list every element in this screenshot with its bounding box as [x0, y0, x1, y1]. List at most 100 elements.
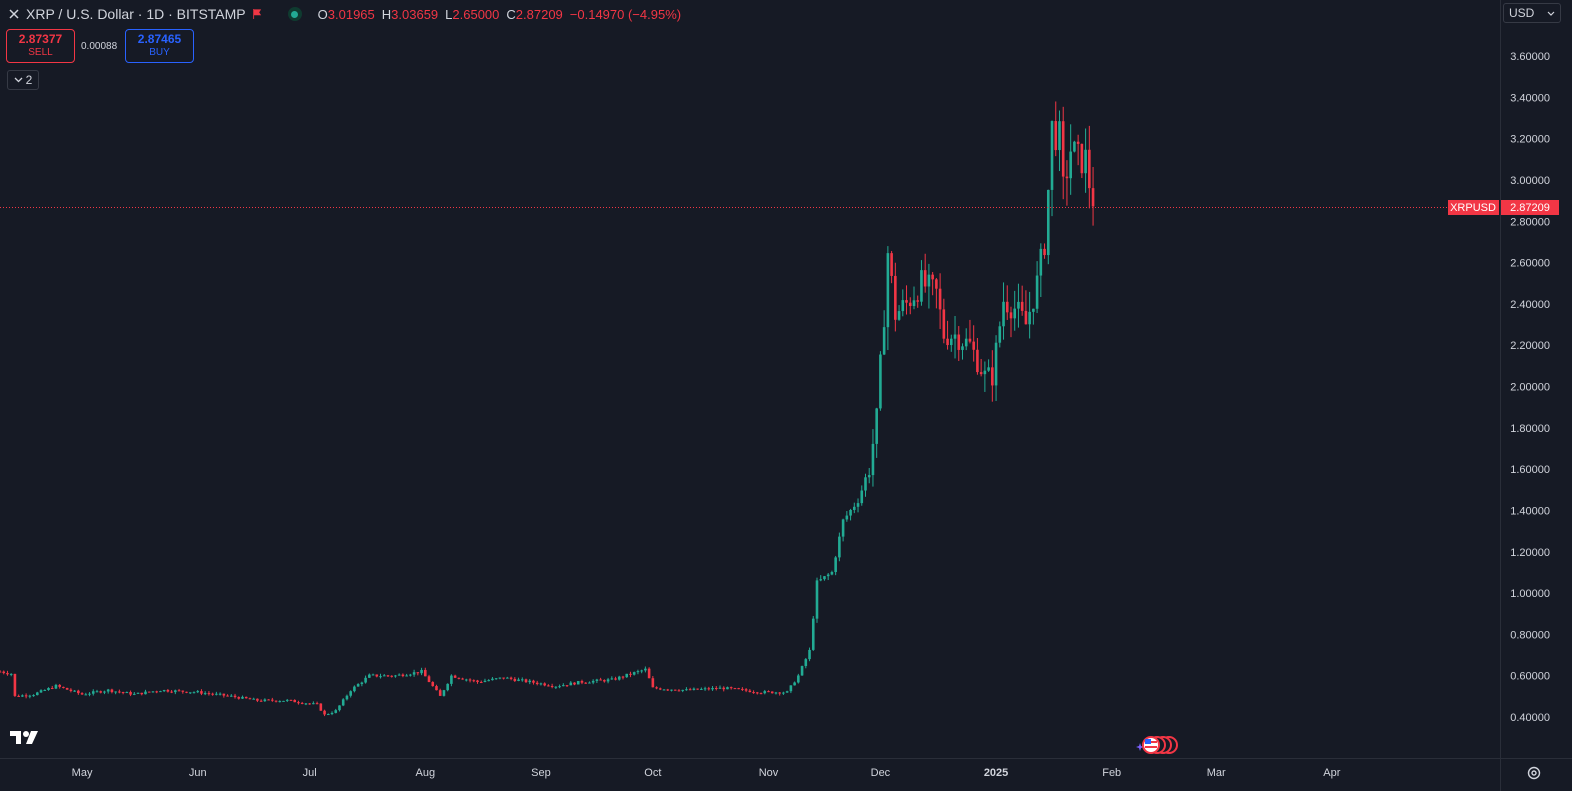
candle — [998, 321, 1002, 348]
candle — [700, 687, 703, 691]
currency-value: USD — [1509, 6, 1535, 20]
candle — [222, 693, 226, 698]
candle — [278, 700, 282, 703]
candle — [718, 685, 722, 689]
candle — [744, 688, 748, 693]
candle — [860, 485, 864, 506]
candle — [651, 676, 655, 688]
candle — [714, 686, 718, 691]
price-tick-label: 2.80000 — [1510, 216, 1550, 228]
price-tick-label: 1.80000 — [1510, 423, 1550, 435]
candle — [133, 692, 136, 696]
candle — [24, 693, 28, 699]
candle — [345, 694, 349, 701]
tradingview-logo[interactable] — [10, 729, 42, 745]
indicators-count: 2 — [25, 73, 33, 87]
candle — [770, 691, 774, 694]
candle — [935, 278, 938, 309]
candle — [632, 671, 636, 676]
candle — [756, 691, 759, 695]
candle — [677, 689, 681, 692]
candle — [1009, 306, 1013, 338]
candle — [871, 429, 875, 487]
candle — [726, 686, 729, 690]
buy-price: 2.87465 — [137, 32, 182, 46]
candle — [207, 691, 211, 696]
candle — [1058, 110, 1061, 172]
settings-gear-icon[interactable] — [1524, 763, 1544, 783]
sell-button[interactable]: 2.87377 SELL — [6, 29, 75, 63]
candle — [465, 678, 468, 682]
time-axis[interactable]: May Jun Jul Aug Sep Oct Nov Dec 2025 Feb Mar Apr — [72, 767, 1341, 779]
candle — [1032, 308, 1035, 325]
candle — [13, 673, 17, 697]
candle — [39, 689, 43, 693]
candle — [54, 683, 58, 690]
candle — [151, 691, 155, 693]
candle — [397, 673, 401, 676]
candle — [106, 688, 110, 694]
candle — [47, 687, 50, 691]
candle — [696, 688, 699, 690]
candle — [330, 711, 334, 716]
price-tick-label: 1.20000 — [1510, 547, 1550, 559]
candle — [371, 673, 375, 676]
candle — [110, 688, 114, 694]
economic-events-icon[interactable] — [1135, 735, 1179, 755]
candle — [91, 689, 95, 696]
candle — [576, 680, 580, 685]
candle — [73, 689, 76, 692]
candle — [867, 467, 871, 484]
last-price-value: 2.87209 — [1510, 202, 1550, 214]
candle — [453, 674, 457, 679]
candle — [562, 683, 565, 687]
candle — [423, 667, 427, 677]
candle — [99, 690, 103, 694]
candle — [427, 674, 431, 683]
candle — [968, 319, 972, 344]
candle — [58, 684, 61, 689]
candle — [1043, 243, 1046, 259]
candle — [84, 692, 88, 696]
currency-select[interactable]: USD — [1503, 3, 1561, 23]
candle — [360, 681, 364, 687]
candle — [550, 683, 554, 689]
indicators-toggle-button[interactable]: 2 — [7, 70, 39, 90]
candle — [95, 689, 99, 693]
candle — [647, 667, 651, 679]
buy-button[interactable]: 2.87465 BUY — [125, 29, 194, 63]
candle — [211, 692, 214, 696]
candle — [983, 361, 987, 392]
candle — [494, 677, 498, 680]
candle — [103, 690, 106, 695]
candle — [476, 679, 479, 684]
price-axis[interactable]: 3.60000 3.40000 3.20000 3.00000 2.80000 2.600… — [1510, 51, 1550, 724]
candle — [830, 570, 834, 576]
candle — [1084, 128, 1087, 193]
candle — [382, 673, 386, 677]
candle — [435, 684, 438, 691]
flag-icon[interactable] — [252, 9, 262, 19]
candle — [285, 698, 289, 702]
candle — [1005, 285, 1009, 320]
candle — [401, 673, 405, 678]
market-status-icon[interactable] — [287, 7, 302, 21]
candle — [894, 262, 897, 332]
candle — [528, 679, 532, 685]
candle — [274, 700, 278, 703]
price-tick-label: 2.20000 — [1510, 340, 1550, 352]
candle — [226, 694, 229, 697]
candle — [591, 679, 595, 685]
candle — [461, 677, 464, 680]
candle — [920, 260, 923, 306]
candle — [517, 677, 520, 682]
candle — [140, 692, 144, 696]
chevron-down-icon — [14, 77, 23, 83]
candle — [420, 667, 423, 676]
symbol-title[interactable]: XRP / U.S. Dollar · 1D · BITSTAMP — [26, 6, 246, 22]
candle — [666, 688, 670, 691]
close-icon[interactable] — [8, 8, 20, 20]
candle — [356, 683, 360, 687]
candle — [121, 691, 125, 695]
